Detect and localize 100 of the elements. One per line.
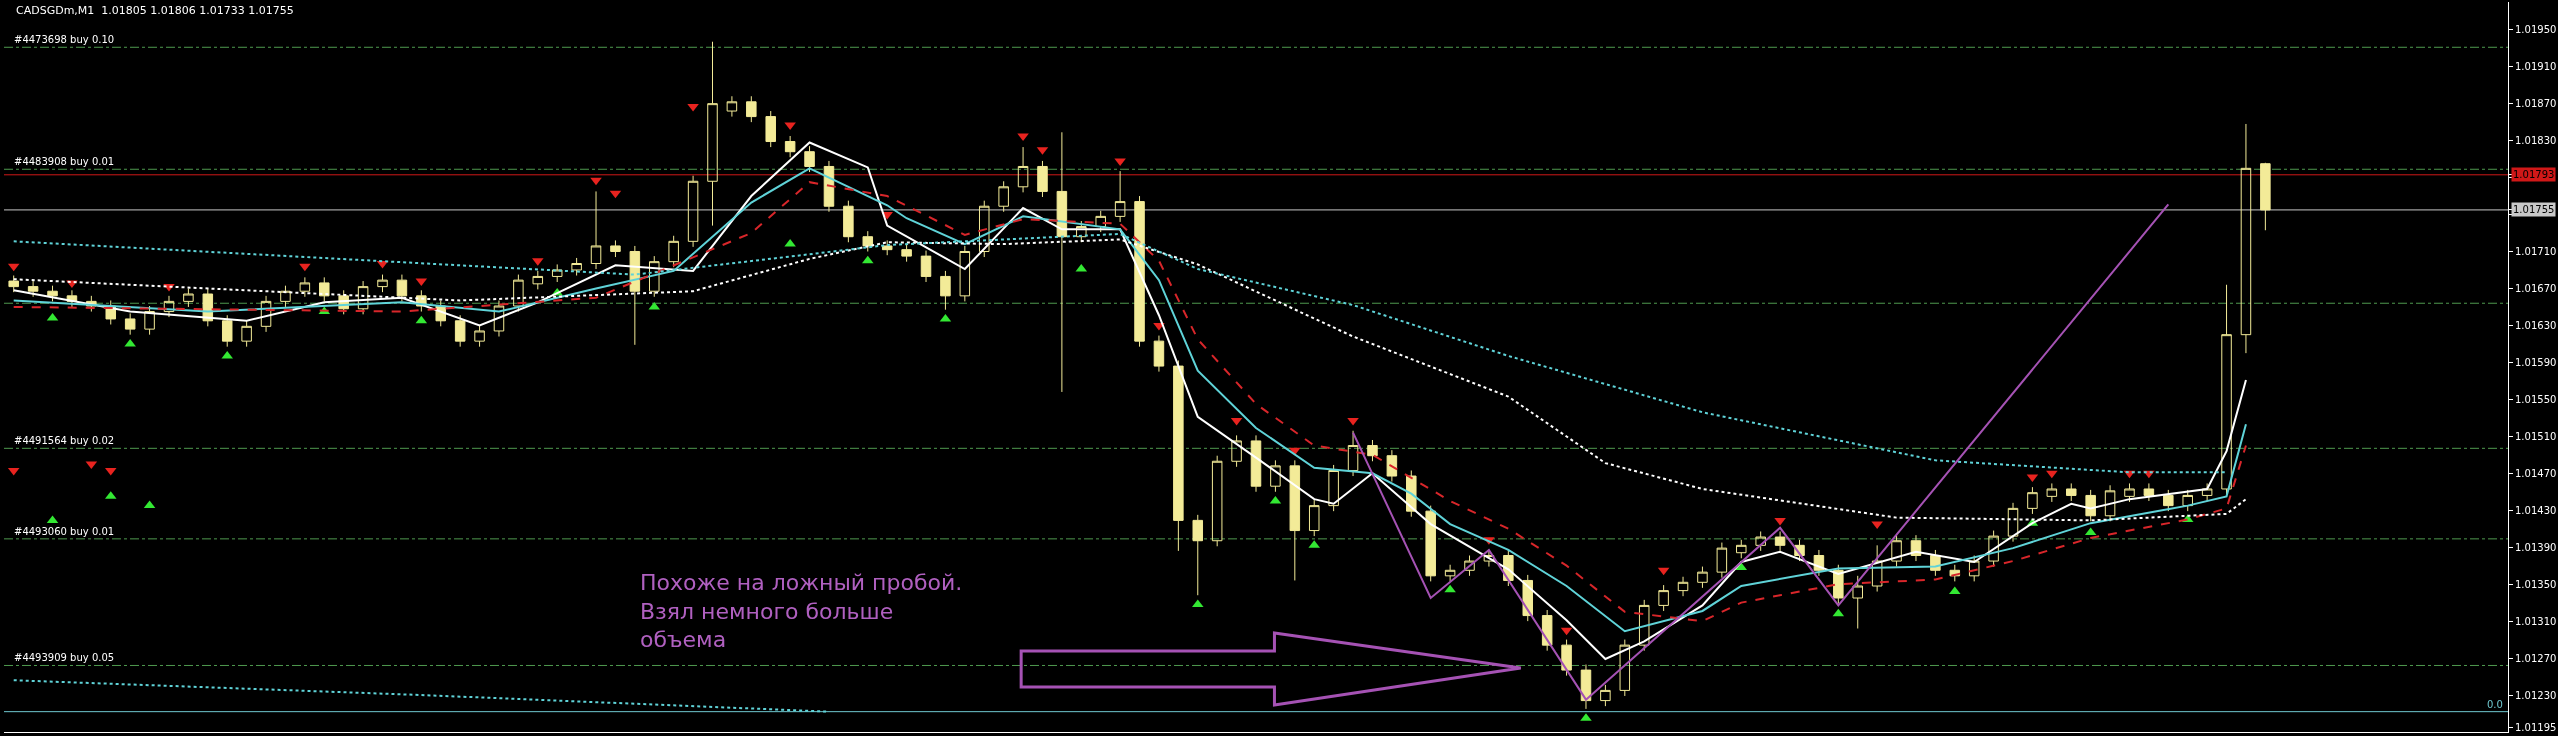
y-tick-label: 1.01390 bbox=[2515, 541, 2557, 553]
candlestick bbox=[1076, 220, 1087, 243]
candlestick bbox=[687, 175, 699, 248]
candlestick bbox=[2007, 502, 2019, 543]
candlestick bbox=[2124, 482, 2135, 503]
candlestick bbox=[726, 95, 738, 118]
chart-title: CADSGDm,M1 1.01805 1.01806 1.01733 1.01755 bbox=[16, 4, 294, 17]
candlestick bbox=[1677, 576, 1689, 597]
point bbox=[2046, 470, 2058, 479]
point bbox=[862, 255, 874, 264]
y-tick-label: 1.01793 bbox=[2513, 169, 2555, 180]
candlestick bbox=[1561, 639, 1572, 677]
ref-line-label: #4483908 buy 0.01 bbox=[14, 156, 115, 167]
candlestick bbox=[2104, 484, 2116, 522]
candlestick bbox=[1095, 210, 1106, 233]
point bbox=[299, 263, 311, 272]
y-tick-label: 1.01910 bbox=[2515, 61, 2557, 73]
candlestick bbox=[1600, 684, 1611, 707]
candlestick bbox=[357, 280, 369, 315]
candlestick bbox=[1328, 464, 1339, 512]
candlestick bbox=[1774, 530, 1786, 552]
candlestick bbox=[1134, 195, 1145, 348]
candlestick bbox=[571, 257, 582, 277]
candlestick bbox=[1988, 530, 1999, 568]
candlestick bbox=[1114, 170, 1126, 223]
candlestick bbox=[1017, 146, 1029, 193]
candlestick bbox=[1871, 544, 1883, 593]
candlestick bbox=[1833, 564, 1844, 605]
candlestick bbox=[299, 276, 311, 298]
candlestick bbox=[1736, 539, 1747, 559]
y-tick-label: 1.01590 bbox=[2515, 356, 2557, 368]
candlestick bbox=[221, 314, 233, 348]
point bbox=[1444, 584, 1456, 593]
candlestick bbox=[1153, 335, 1165, 373]
line-series bbox=[1352, 203, 2170, 701]
candlestick bbox=[1037, 160, 1048, 198]
candlestick bbox=[163, 295, 175, 318]
candlestick bbox=[532, 270, 544, 290]
ref-line-label: #4491564 buy 0.02 bbox=[14, 435, 115, 446]
candlestick bbox=[1367, 439, 1378, 462]
candlestick bbox=[862, 230, 874, 252]
candlestick bbox=[241, 320, 252, 348]
candlestick bbox=[47, 285, 58, 302]
y-tick-label: 1.01430 bbox=[2515, 504, 2557, 516]
candlestick bbox=[396, 274, 408, 302]
candlestick bbox=[27, 280, 39, 298]
y-tick-label: 1.01510 bbox=[2515, 430, 2557, 442]
candlestick bbox=[377, 274, 388, 293]
candlestick bbox=[1716, 542, 1728, 579]
candlestick bbox=[1173, 360, 1184, 552]
y-tick-label: 1.01310 bbox=[2515, 615, 2557, 627]
y-tick-label: 1.01630 bbox=[2515, 319, 2557, 331]
candlestick bbox=[454, 314, 466, 348]
candlestick bbox=[1658, 584, 1669, 612]
point bbox=[1774, 517, 1786, 526]
candlestick bbox=[1270, 459, 1281, 493]
candlestick bbox=[1211, 455, 1223, 547]
candlestick bbox=[2085, 489, 2096, 522]
candlestick bbox=[610, 239, 621, 258]
candlestick bbox=[843, 200, 854, 243]
candlestick bbox=[784, 135, 796, 158]
candlestick bbox=[1056, 131, 1068, 393]
candlestick bbox=[920, 250, 932, 283]
y-tick-label: 1.01710 bbox=[2515, 245, 2557, 257]
candlestick bbox=[1231, 434, 1242, 468]
point bbox=[1949, 586, 1961, 595]
candlestick bbox=[1755, 530, 1766, 552]
candlestick bbox=[2143, 482, 2155, 502]
ref-line-label: #4493909 buy 0.05 bbox=[14, 652, 115, 663]
candlestick bbox=[959, 245, 971, 302]
candlestick bbox=[765, 110, 776, 148]
candlestick bbox=[513, 274, 524, 313]
candlestick bbox=[144, 305, 155, 336]
candlestick bbox=[746, 95, 757, 123]
candlestick bbox=[8, 275, 19, 293]
y-tick-label: 1.01830 bbox=[2515, 135, 2557, 147]
annotation: Похоже на ложный пробой. Взял немного больше объема bbox=[640, 570, 963, 653]
candlestick bbox=[1347, 430, 1359, 477]
y-tick-label: 1.01350 bbox=[2515, 578, 2557, 590]
candlestick bbox=[2260, 162, 2271, 231]
candlestick bbox=[1386, 449, 1398, 483]
y-tick-label: 1.01550 bbox=[2515, 393, 2557, 405]
candlestick bbox=[668, 235, 679, 268]
y-tick-label: 1.01270 bbox=[2515, 652, 2557, 664]
candlestick bbox=[319, 276, 330, 302]
y-tick-label: 1.01870 bbox=[2515, 98, 2557, 110]
candlestick bbox=[2201, 482, 2213, 502]
candlestick bbox=[2163, 489, 2174, 512]
candlestick bbox=[901, 243, 912, 263]
candlestick bbox=[1852, 575, 1863, 630]
candlestick bbox=[2027, 486, 2038, 515]
candlestick bbox=[1464, 555, 1475, 577]
candlestick bbox=[183, 287, 194, 308]
candlestick bbox=[1289, 459, 1301, 581]
candlestick bbox=[881, 239, 893, 256]
candlestick bbox=[280, 285, 291, 308]
annotation: 0.0 bbox=[2487, 699, 2503, 710]
candlestick bbox=[474, 324, 485, 348]
candlestick bbox=[804, 145, 815, 173]
candlestick bbox=[998, 180, 1009, 213]
